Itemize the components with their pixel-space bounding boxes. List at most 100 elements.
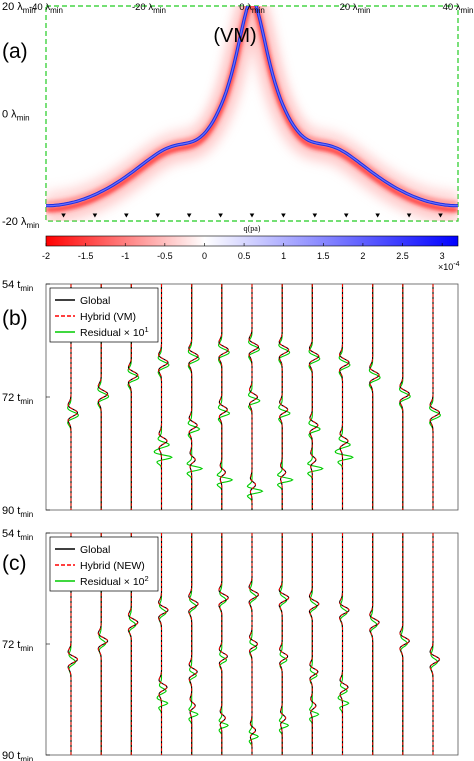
x-tick-3-value: 20 λ [340,2,358,13]
receiver-marker [186,213,192,218]
trace-y-tick-2-1-subscript: min [20,644,33,653]
hybrid-trace [369,284,380,510]
y-tick-0: 20 λmin [2,1,36,15]
trace-y-tick-1-0-subscript: min [20,284,33,293]
y-tick-1-subscript: min [17,114,30,123]
trace-y-tick-2-0-subscript: min [20,533,33,542]
hybrid-trace [278,284,290,510]
x-tick-4-subscript: min [461,6,474,15]
colorbar-exponent: ×10-4 [438,261,460,272]
trace-y-tick-1-0-value: 54 t [2,279,20,291]
receiver-marker [312,213,318,218]
hybrid-trace [158,533,169,755]
colorbar-tick-label: 1.5 [317,251,330,261]
trace-y-tick-2-2-subscript: min [20,755,33,761]
wave-core [46,6,458,207]
legend-entry-text: Residual × 10 [80,327,145,339]
colorbar: -2 -1.5 -1 -0.5 0 0.5 1 1.5 2 2.5 3 ×10-4 [42,235,460,272]
trace-y-tick-2-1-value: 72 t [2,639,20,651]
panel-a-title: (VM) [213,25,256,47]
wave-halo-upper [46,6,458,202]
hybrid-trace [218,284,229,510]
x-tick-4-value: 40 λ [443,2,461,13]
receiver-marker [438,213,443,218]
hybrid-trace [369,533,380,755]
hybrid-trace [399,533,410,755]
legend-box [49,287,159,343]
receiver-marker [124,213,129,218]
colorbar-tick-label: 2.5 [396,251,409,261]
legend-entry-text: Global [80,295,110,307]
hybrid-trace [429,533,441,755]
wave-negative-lobe [46,6,458,212]
traces-c [67,533,441,755]
legend-entry-text: Residual × 10 [80,576,145,588]
hybrid-trace [188,533,199,755]
trace-y-tick-1-0: 54 tmin [2,279,33,293]
x-tick-1: -20 λmin [132,2,166,15]
legend-entry-superscript: 1 [145,325,149,334]
x-tick-2-subscript: min [252,6,265,15]
hybrid-trace [429,284,441,510]
x-axis-label: q(pa) [244,224,261,233]
panel-a: (VM) -40 λmin -20 λmin 0 λmin 20 λmin 40 λmi… [2,1,473,233]
colorbar-ticks: -2 -1.5 -1 -0.5 0 0.5 1 1.5 2 2.5 3 [42,243,445,261]
trace-y-tick-2-0: 54 tmin [2,528,33,542]
legend-entry-text: Hybrid (VM) [80,311,136,323]
colorbar-tick-label: 1 [281,251,286,261]
receiver-marker [218,213,223,218]
colorbar-tick-label: -0.5 [157,251,173,261]
legend-entry-label: Hybrid (VM) [80,311,136,323]
trace-y-tick-1-2: 90 tmin [2,505,33,519]
receiver-markers [61,213,443,218]
y-tick-2-value: -20 λ [2,216,27,228]
y-tick-2: -20 λmin [2,216,39,230]
x-tick-3: 20 λmin [340,2,371,15]
legend-c: Global Hybrid (NEW) Residual × 102 [49,536,159,592]
hybrid-trace [339,284,350,510]
colorbar-tick-label: -1 [121,251,129,261]
legend-entry-text: Hybrid (NEW) [80,560,145,572]
hybrid-trace [278,533,290,755]
wave-negative-lobe-upper [46,6,458,204]
x-tick-0-value: -40 λ [29,2,50,13]
trace-y-tick-2-1: 72 tmin [2,639,33,653]
x-tick-2-value: 0 λ [239,2,252,13]
receiver-marker [375,213,380,218]
hybrid-trace [308,533,320,755]
hybrid-trace [248,284,260,510]
x-tick-4: 40 λmin [443,2,474,15]
trace-y-tick-1-2-value: 90 t [2,505,20,517]
trace-y-tick-1-1-value: 72 t [2,392,20,404]
y-tick-2-subscript: min [26,221,39,230]
receiver-marker [92,213,98,218]
panel-label-c: (c) [2,552,27,575]
hybrid-trace [399,284,410,510]
y-tick-0-value: 20 λ [2,1,23,13]
legend-b: Global Hybrid (VM) Residual × 101 [49,287,159,343]
trace-y-tick-2-2-value: 90 t [2,750,20,761]
legend-entry-label: Residual × 101 [80,325,149,339]
colorbar-tick-label: 2 [360,251,365,261]
legend-entry-label: Hybrid (NEW) [80,560,145,572]
receiver-marker [343,213,349,218]
trace-y-tick-2-2: 90 tmin [2,750,33,761]
hybrid-trace [308,284,320,510]
trace-y-tick-2-0-value: 54 t [2,528,20,540]
legend-entry-text: Global [80,544,110,556]
x-tick-1-value: -20 λ [132,2,153,13]
x-tick-labels: -40 λmin -20 λmin 0 λmin 20 λmin 40 λmin [29,2,473,15]
y-tick-0-subscript: min [23,6,36,15]
receiver-marker [406,213,412,218]
colorbar-tick-label: 3 [440,251,445,261]
trace-y-tick-1-1-subscript: min [20,397,33,406]
legend-box [49,536,159,592]
hybrid-trace [188,284,199,510]
hybrid-trace [339,533,350,755]
hybrid-trace [248,533,260,755]
